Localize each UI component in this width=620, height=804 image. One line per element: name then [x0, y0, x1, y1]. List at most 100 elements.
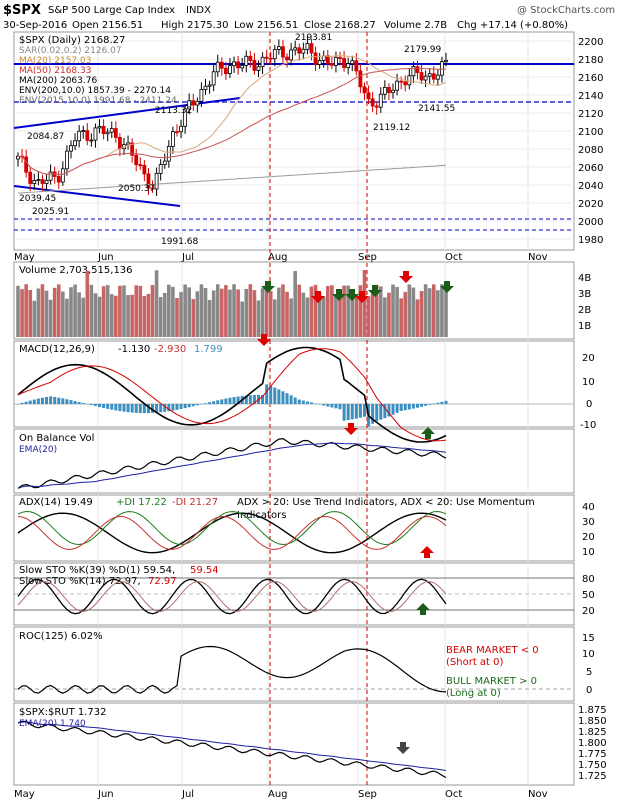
- volume-bar: [366, 296, 371, 337]
- volume-bar: [440, 284, 444, 337]
- volume-bar: [378, 286, 383, 337]
- upper-trendline: [13, 97, 241, 129]
- volume-bar: [77, 292, 81, 337]
- tick-label: 1.725: [578, 771, 607, 782]
- macd-hist-bar: [399, 404, 403, 411]
- candle-body: [395, 80, 399, 91]
- macd-hist-bar: [98, 404, 102, 408]
- macd-panel: [13, 340, 575, 428]
- macd-hist-bar: [261, 394, 265, 404]
- candle-body: [32, 180, 37, 184]
- tick-label: 2100: [578, 127, 603, 138]
- candle-body: [334, 56, 338, 66]
- macd-hist-bar: [151, 404, 155, 413]
- volume-bar: [236, 289, 240, 337]
- volume-bar: [73, 284, 77, 337]
- candle-body: [260, 56, 265, 68]
- volume-bar: [244, 288, 249, 337]
- volume-bar: [309, 286, 314, 337]
- candle-body: [285, 56, 289, 61]
- tick-label: 1.825: [578, 727, 607, 738]
- month-label: Oct: [445, 789, 462, 800]
- bull-market-note: (Long at 0): [446, 688, 501, 699]
- candle-body: [158, 164, 163, 174]
- volume-bar: [346, 285, 350, 337]
- candle-body: [407, 75, 412, 86]
- macd-hist-bar: [191, 404, 195, 407]
- macd-hist-bar: [281, 391, 285, 404]
- macd-hist-bar: [146, 404, 150, 414]
- volume-bar: [248, 284, 253, 337]
- volume-bar: [195, 291, 200, 337]
- candle-body: [366, 92, 371, 100]
- obv-line: [17, 437, 447, 489]
- tick-label: 1.775: [578, 749, 607, 760]
- volume-bar: [297, 284, 302, 337]
- volume-bar: [158, 297, 163, 337]
- sto-label-1b: 59.54: [190, 565, 219, 576]
- legend-ma20: MA(20) 2157.03: [19, 56, 91, 66]
- candle-body: [297, 47, 302, 54]
- macd-hist-bar: [424, 404, 428, 406]
- volume-bar: [354, 294, 359, 337]
- ratio-line: [17, 720, 447, 779]
- volume-bar: [167, 284, 171, 337]
- candle-body: [268, 57, 273, 60]
- candle-body: [138, 164, 143, 167]
- volume-bar: [16, 285, 20, 337]
- macd-hist-bar: [301, 400, 305, 404]
- candle-body: [109, 128, 114, 133]
- header-volume: Volume 2.7B: [384, 20, 447, 31]
- candle-body: [118, 137, 122, 150]
- candle-body: [36, 179, 41, 181]
- month-label: Nov: [528, 789, 548, 800]
- price-series: [16, 36, 448, 196]
- macd-hist-bar: [436, 402, 440, 404]
- obv-label: On Balance Vol: [19, 433, 94, 444]
- macd-hist-bar: [142, 404, 146, 414]
- arrow-down-icon: [396, 742, 410, 754]
- volume-bar: [403, 291, 408, 337]
- volume-bar: [436, 290, 440, 337]
- candle-body: [415, 66, 420, 73]
- macd-hist-bar: [77, 402, 81, 404]
- macd-axis: 20 10 0 -10: [580, 353, 596, 431]
- candle-body: [403, 81, 408, 86]
- volume-bar: [374, 284, 379, 337]
- volume-bar: [334, 294, 338, 337]
- bear-market-note: (Short at 0): [446, 657, 504, 668]
- volume-bar: [387, 292, 391, 337]
- candle-body: [97, 125, 102, 129]
- volume-bar: [101, 286, 106, 337]
- volume-bar: [264, 284, 269, 337]
- volume-bar: [203, 288, 208, 337]
- month-axis-top: May Jun Jul Aug Sep Oct Nov: [14, 252, 548, 263]
- candle-body: [423, 75, 428, 81]
- volume-bar: [224, 285, 228, 337]
- candle-body: [317, 60, 322, 65]
- volume-bar: [65, 298, 69, 337]
- tick-label: 1.750: [578, 760, 607, 771]
- candle-body: [154, 172, 159, 190]
- tick-label: 2160: [578, 73, 603, 84]
- macd-value: -1.130: [118, 344, 150, 355]
- volume-bar: [146, 293, 151, 337]
- volume-bar: [317, 293, 322, 337]
- candle-body: [382, 87, 387, 95]
- volume-bar: [305, 297, 310, 337]
- macd-hist-bar: [403, 404, 407, 411]
- candle-body: [60, 168, 65, 183]
- macd-hist-bar: [204, 403, 208, 404]
- macd-signal-line: [17, 348, 447, 442]
- volume-bar: [293, 271, 297, 337]
- volume-bar: [260, 288, 265, 337]
- macd-hist-bar: [65, 399, 69, 404]
- month-label: Nov: [528, 252, 548, 263]
- macd-hist-bar: [220, 399, 224, 404]
- candle-body: [187, 100, 192, 110]
- candle-body: [166, 145, 171, 162]
- sto-label-2b: 72.97: [148, 576, 177, 587]
- macd-hist-bar: [285, 393, 289, 404]
- volume-bar: [285, 291, 289, 337]
- volume-bar: [431, 284, 436, 337]
